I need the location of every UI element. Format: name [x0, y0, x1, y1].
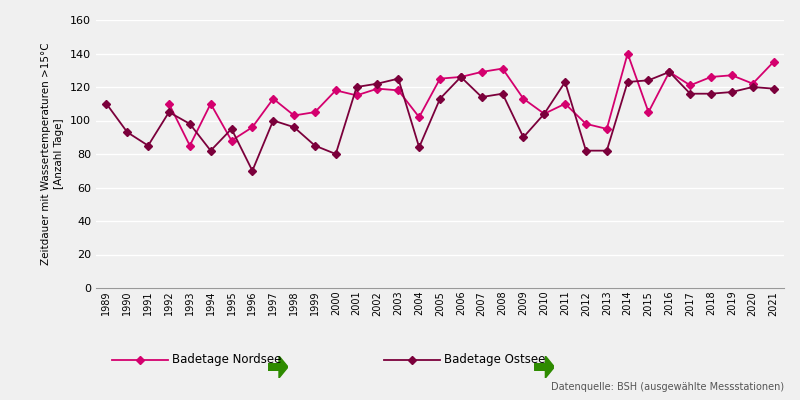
- Badetage Ostsee: [226, 126, 236, 131]
- Line: Badetage Ostsee: Badetage Ostsee: [104, 69, 776, 174]
- Badetage Ostsee: [269, 118, 278, 123]
- Badetage Ostsee: [498, 91, 507, 96]
- Badetage Ostsee: [644, 78, 654, 83]
- Badetage Ostsee: [539, 111, 549, 116]
- Badetage Ostsee: [122, 130, 132, 135]
- Badetage Nordsee: [185, 143, 194, 148]
- Badetage Ostsee: [310, 143, 320, 148]
- Badetage Nordsee: [748, 81, 758, 86]
- Text: Datenquelle: BSH (ausgewählte Messstationen): Datenquelle: BSH (ausgewählte Messstatio…: [551, 382, 784, 392]
- Badetage Nordsee: [456, 74, 466, 79]
- Badetage Nordsee: [644, 110, 654, 114]
- Badetage Nordsee: [581, 122, 590, 126]
- Badetage Ostsee: [206, 148, 215, 153]
- Text: Badetage Ostsee: Badetage Ostsee: [444, 354, 546, 366]
- Badetage Nordsee: [164, 101, 174, 106]
- Badetage Nordsee: [226, 138, 236, 143]
- Badetage Nordsee: [498, 66, 507, 71]
- Badetage Nordsee: [477, 70, 486, 74]
- Polygon shape: [268, 356, 288, 378]
- Badetage Nordsee: [665, 70, 674, 74]
- Badetage Nordsee: [247, 125, 257, 130]
- Badetage Ostsee: [185, 122, 194, 126]
- Badetage Ostsee: [394, 76, 403, 81]
- Badetage Nordsee: [206, 101, 215, 106]
- Badetage Ostsee: [290, 125, 299, 130]
- Badetage Ostsee: [373, 81, 382, 86]
- Badetage Nordsee: [623, 51, 633, 56]
- Badetage Ostsee: [602, 148, 611, 153]
- Badetage Nordsee: [686, 83, 695, 88]
- Badetage Ostsee: [477, 95, 486, 100]
- Badetage Nordsee: [769, 60, 778, 64]
- Y-axis label: Zeitdauer mit Wassertemperaturen >15°C
[Anzahl Tage]: Zeitdauer mit Wassertemperaturen >15°C […: [42, 43, 65, 265]
- Badetage Ostsee: [247, 168, 257, 173]
- Badetage Nordsee: [706, 74, 716, 79]
- Badetage Ostsee: [727, 90, 737, 94]
- Badetage Ostsee: [581, 148, 590, 153]
- Badetage Ostsee: [352, 85, 362, 90]
- Badetage Ostsee: [665, 70, 674, 74]
- Badetage Ostsee: [143, 143, 153, 148]
- Badetage Nordsee: [394, 88, 403, 93]
- Badetage Ostsee: [769, 86, 778, 91]
- Badetage Nordsee: [310, 110, 320, 114]
- Polygon shape: [534, 356, 554, 378]
- Badetage Nordsee: [290, 113, 299, 118]
- Badetage Ostsee: [414, 145, 424, 150]
- Badetage Nordsee: [602, 126, 611, 131]
- Badetage Nordsee: [352, 93, 362, 98]
- Badetage Ostsee: [560, 80, 570, 84]
- Badetage Ostsee: [102, 101, 111, 106]
- Badetage Ostsee: [435, 96, 445, 101]
- Badetage Nordsee: [435, 76, 445, 81]
- Badetage Ostsee: [456, 74, 466, 79]
- Badetage Ostsee: [748, 85, 758, 90]
- Badetage Ostsee: [518, 135, 528, 140]
- Badetage Ostsee: [331, 152, 341, 156]
- Badetage Nordsee: [539, 111, 549, 116]
- Badetage Ostsee: [686, 91, 695, 96]
- Badetage Nordsee: [560, 101, 570, 106]
- Badetage Ostsee: [706, 91, 716, 96]
- Badetage Nordsee: [373, 86, 382, 91]
- Badetage Nordsee: [727, 73, 737, 78]
- Badetage Nordsee: [414, 115, 424, 120]
- Badetage Nordsee: [331, 88, 341, 93]
- Badetage Ostsee: [623, 80, 633, 84]
- Badetage Nordsee: [269, 96, 278, 101]
- Badetage Nordsee: [518, 96, 528, 101]
- Text: Badetage Nordsee: Badetage Nordsee: [172, 354, 282, 366]
- Line: Badetage Nordsee: Badetage Nordsee: [166, 51, 776, 148]
- Badetage Ostsee: [164, 110, 174, 114]
